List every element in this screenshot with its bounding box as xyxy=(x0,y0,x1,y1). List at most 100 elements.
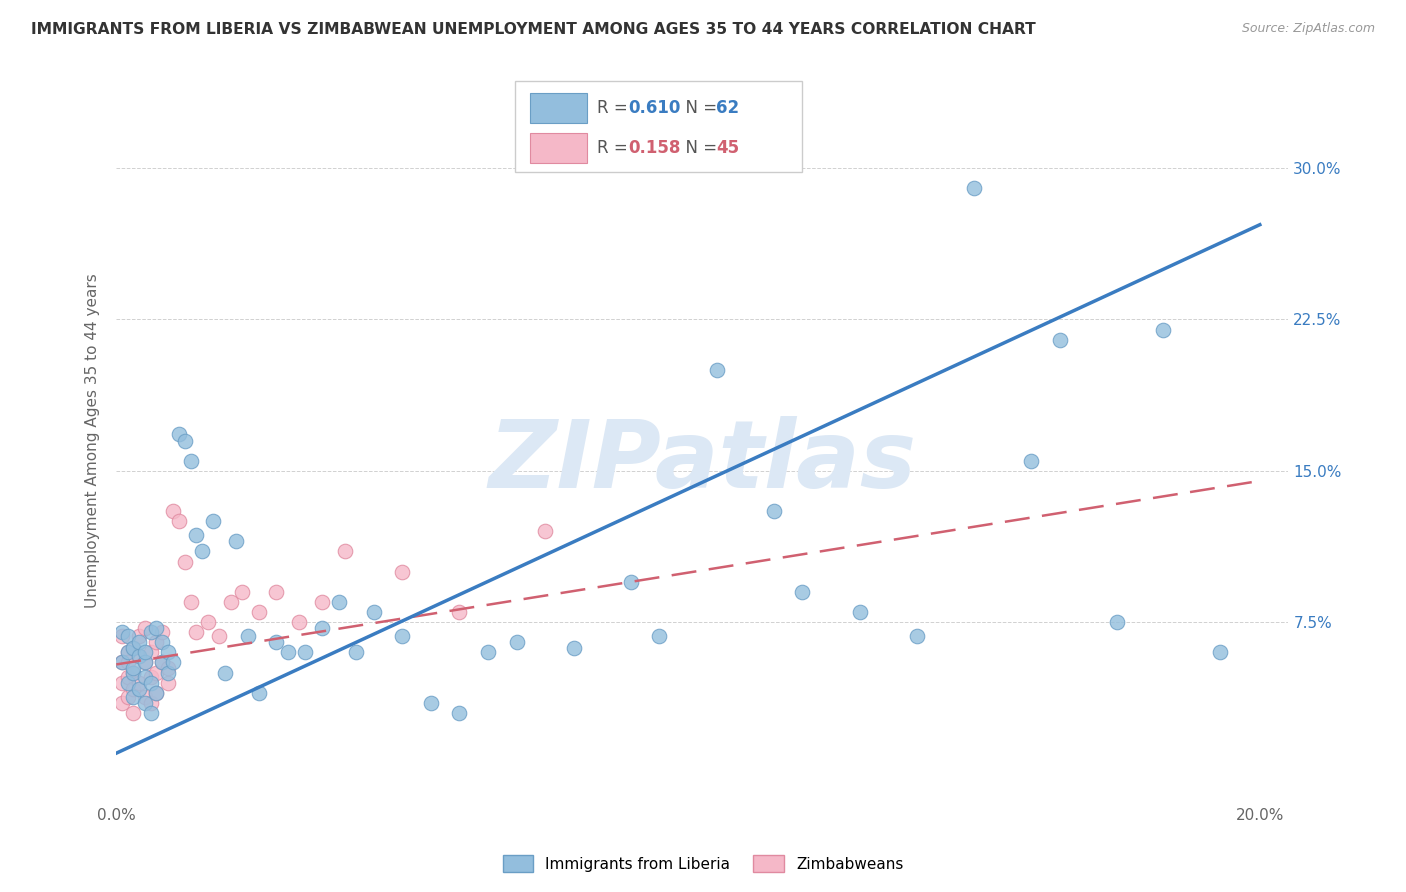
Point xyxy=(534,524,557,539)
Point xyxy=(620,574,643,589)
Point xyxy=(134,656,156,670)
Point xyxy=(333,544,356,558)
Point xyxy=(219,595,242,609)
Point xyxy=(162,656,184,670)
Point xyxy=(145,686,167,700)
Point xyxy=(288,615,311,629)
Point xyxy=(1152,322,1174,336)
Point xyxy=(277,645,299,659)
Point xyxy=(792,584,814,599)
Point xyxy=(186,625,208,640)
Text: 45: 45 xyxy=(717,139,740,157)
Point xyxy=(128,681,150,696)
Point xyxy=(180,595,202,609)
Point xyxy=(150,635,173,649)
Point xyxy=(156,665,179,680)
FancyBboxPatch shape xyxy=(530,133,588,163)
Point xyxy=(117,629,139,643)
Point xyxy=(247,605,270,619)
Point xyxy=(134,645,156,659)
Point xyxy=(122,661,145,675)
Point xyxy=(266,584,288,599)
Point xyxy=(122,690,145,704)
Point xyxy=(449,706,471,720)
Point xyxy=(294,645,316,659)
Point xyxy=(156,645,179,659)
Point xyxy=(111,629,134,643)
Point xyxy=(156,675,179,690)
Text: Source: ZipAtlas.com: Source: ZipAtlas.com xyxy=(1241,22,1375,36)
Point xyxy=(139,675,162,690)
Text: R =: R = xyxy=(598,139,633,157)
Point xyxy=(247,686,270,700)
Point xyxy=(419,696,441,710)
Point xyxy=(134,690,156,704)
Point xyxy=(117,645,139,659)
Point xyxy=(346,645,368,659)
Point xyxy=(328,595,350,609)
Point xyxy=(162,504,184,518)
Point xyxy=(1019,453,1042,467)
Point xyxy=(648,629,671,643)
Point xyxy=(963,181,986,195)
Point xyxy=(214,665,236,680)
Point xyxy=(139,696,162,710)
Point xyxy=(122,641,145,656)
Point xyxy=(128,635,150,649)
Point xyxy=(122,665,145,680)
Text: 0.158: 0.158 xyxy=(628,139,681,157)
Point xyxy=(122,641,145,656)
Point xyxy=(134,621,156,635)
Point xyxy=(191,544,214,558)
Point xyxy=(505,635,527,649)
Point xyxy=(117,675,139,690)
Point xyxy=(449,605,471,619)
Point xyxy=(197,615,219,629)
Point xyxy=(117,690,139,704)
Text: N =: N = xyxy=(675,99,723,117)
Point xyxy=(145,635,167,649)
Point xyxy=(122,706,145,720)
Point xyxy=(173,555,195,569)
Point xyxy=(139,625,162,640)
Point xyxy=(128,629,150,643)
Point xyxy=(111,656,134,670)
Point xyxy=(311,621,333,635)
Point xyxy=(145,621,167,635)
Point xyxy=(139,669,162,683)
Point xyxy=(231,584,253,599)
Point xyxy=(1105,615,1128,629)
Point xyxy=(122,665,145,680)
FancyBboxPatch shape xyxy=(515,81,801,172)
Point xyxy=(150,625,173,640)
Point xyxy=(225,534,247,549)
Point xyxy=(128,649,150,664)
Point xyxy=(150,656,173,670)
Point xyxy=(848,605,870,619)
Point xyxy=(134,696,156,710)
Point xyxy=(1049,333,1071,347)
Point xyxy=(562,641,585,656)
Point xyxy=(145,686,167,700)
Point xyxy=(128,675,150,690)
Point xyxy=(139,706,162,720)
Point xyxy=(477,645,499,659)
Point xyxy=(180,453,202,467)
Point xyxy=(111,675,134,690)
Text: ZIPatlas: ZIPatlas xyxy=(488,417,917,508)
Point xyxy=(134,669,156,683)
Point xyxy=(186,528,208,542)
Point xyxy=(145,665,167,680)
Point xyxy=(173,434,195,448)
Point xyxy=(762,504,785,518)
Point xyxy=(208,629,231,643)
Point xyxy=(236,629,259,643)
Point xyxy=(266,635,288,649)
Text: N =: N = xyxy=(675,139,723,157)
Point xyxy=(117,656,139,670)
Point xyxy=(139,645,162,659)
Point xyxy=(202,514,225,528)
Legend: Immigrants from Liberia, Zimbabweans: Immigrants from Liberia, Zimbabweans xyxy=(495,847,911,880)
Point xyxy=(706,363,728,377)
Point xyxy=(111,696,134,710)
